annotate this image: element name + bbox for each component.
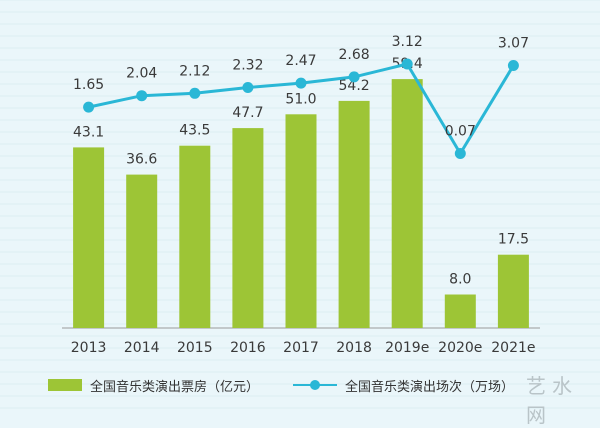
x-tick-label: 2021e [491, 340, 535, 356]
watermark: 艺水网 [526, 374, 578, 427]
line-point [242, 82, 254, 93]
legend: 全国音乐类演出票房（亿元） 全国音乐类演出场次（万场） [48, 374, 548, 396]
bar [444, 294, 476, 328]
line-value-label: 2.12 [179, 63, 210, 79]
legend-bar-swatch [48, 379, 82, 391]
line-point [454, 148, 466, 159]
bar [73, 147, 105, 328]
bar-value-label: 43.5 [179, 123, 210, 139]
x-tick-labels: 2013 2014 2015 2016 2017 2018 2019e 2020e 2021e [71, 340, 536, 356]
bar-value-label: 17.5 [498, 232, 529, 248]
bar [285, 114, 317, 328]
bar-value-label: 43.1 [73, 124, 104, 140]
bar [179, 145, 211, 328]
x-tick-label: 2016 [230, 340, 266, 356]
x-tick-label: 2017 [283, 340, 319, 356]
line-value-label: 1.65 [73, 77, 104, 93]
bars [73, 79, 529, 329]
line-value-label: 3.07 [498, 36, 529, 52]
bar [497, 254, 529, 328]
bar-value-label: 36.6 [126, 152, 157, 168]
line-value-label: 0.07 [445, 124, 476, 140]
line-value-label: 2.47 [285, 53, 316, 69]
bar [391, 79, 423, 328]
legend-item-bar: 全国音乐类演出票房（亿元） [48, 376, 259, 395]
x-tick-label: 2013 [71, 340, 107, 356]
line-point [136, 90, 148, 102]
line-point [295, 77, 307, 89]
bar-value-label: 54.2 [339, 78, 370, 94]
line-point [401, 58, 413, 70]
bar [126, 174, 158, 328]
legend-bar-label: 全国音乐类演出票房（亿元） [90, 379, 260, 395]
x-tick-label: 2015 [177, 340, 213, 356]
legend-line-label: 全国音乐类演出场次（万场） [345, 379, 515, 395]
line-value-label: 2.04 [126, 66, 157, 82]
bar-value-label: 51.0 [285, 91, 316, 107]
line-point [83, 101, 95, 113]
x-tick-label: 2020e [438, 340, 482, 356]
line-value-labels: 1.65 2.04 2.12 2.32 2.47 2.68 3.12 0.07 3.07 [73, 34, 529, 140]
line-value-label: 2.68 [339, 47, 370, 63]
legend-item-line: 全国音乐类演出场次（万场） [293, 376, 514, 395]
x-tick-label: 2019e [385, 340, 429, 356]
line-value-label: 3.12 [392, 34, 423, 50]
x-tick-label: 2018 [336, 340, 372, 356]
legend-line-swatch [293, 379, 338, 391]
line-point [189, 87, 201, 99]
line-series [83, 58, 519, 159]
bar [338, 100, 370, 329]
bar-value-label: 8.0 [449, 272, 471, 288]
combo-chart: 43.136.643.547.751.054.259.48.017.5 1.65… [0, 0, 600, 409]
line-value-label: 2.32 [232, 58, 263, 74]
bar [232, 128, 264, 328]
x-tick-label: 2014 [124, 340, 160, 356]
bar-value-label: 47.7 [232, 105, 263, 121]
line-point [348, 71, 360, 83]
line-point [507, 60, 519, 71]
